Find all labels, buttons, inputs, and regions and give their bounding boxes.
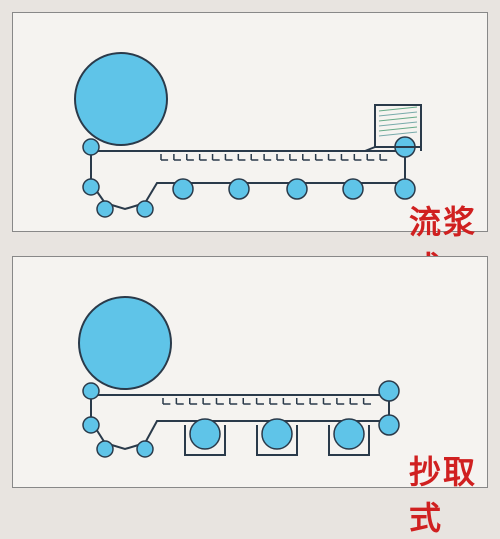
diagram-panel-bottom: 抄取式 xyxy=(12,256,488,488)
panel-label-bottom: 抄取式 xyxy=(409,447,487,539)
diagram-panel-top: 流浆式 xyxy=(12,12,488,232)
